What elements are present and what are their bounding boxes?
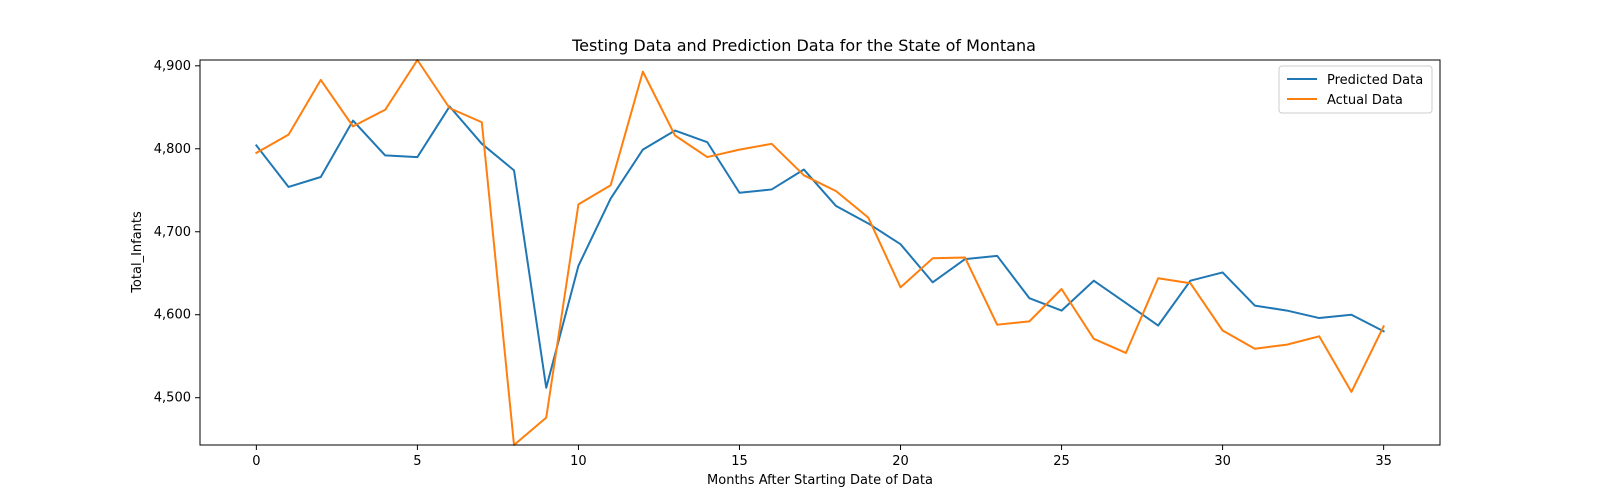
x-tick-label: 35: [1375, 454, 1392, 469]
x-tick-label: 10: [570, 454, 587, 469]
plot-background: [200, 60, 1440, 445]
x-tick-label: 0: [252, 454, 260, 469]
y-tick-label: 4,700: [154, 225, 191, 240]
y-tick-label: 4,800: [154, 142, 191, 157]
y-axis: 4,500 4,600 4,700 4,800 4,900: [154, 59, 200, 406]
series-line-actual-data: [254, 59, 1385, 446]
legend-box: [1278, 65, 1433, 114]
series-line-predicted-data: [254, 105, 1385, 389]
x-axis-label: Months After Starting Date of Data: [707, 473, 933, 488]
y-tick-label: 4,500: [154, 391, 191, 406]
legend-label-predicted-data: Predicted Data: [1327, 73, 1423, 88]
plot-frame: [199, 59, 1441, 446]
plot-area: [199, 59, 1441, 446]
x-tick-label: 15: [731, 454, 748, 469]
y-tick-label: 4,600: [154, 308, 191, 323]
x-axis: 0 5 10 15 20 25 30 35: [252, 445, 1392, 469]
y-axis-label: Total_Infants: [130, 211, 145, 294]
x-tick-label: 20: [892, 454, 909, 469]
x-tick-label: 25: [1053, 454, 1070, 469]
x-tick-label: 30: [1214, 454, 1231, 469]
chart-title: Testing Data and Prediction Data for the…: [571, 36, 1036, 55]
x-tick-label: 5: [413, 454, 421, 469]
legend: Predicted Data Actual Data: [1278, 65, 1433, 114]
y-tick-label: 4,900: [154, 59, 191, 74]
series-layer: [254, 59, 1385, 446]
legend-label-actual-data: Actual Data: [1327, 93, 1403, 108]
